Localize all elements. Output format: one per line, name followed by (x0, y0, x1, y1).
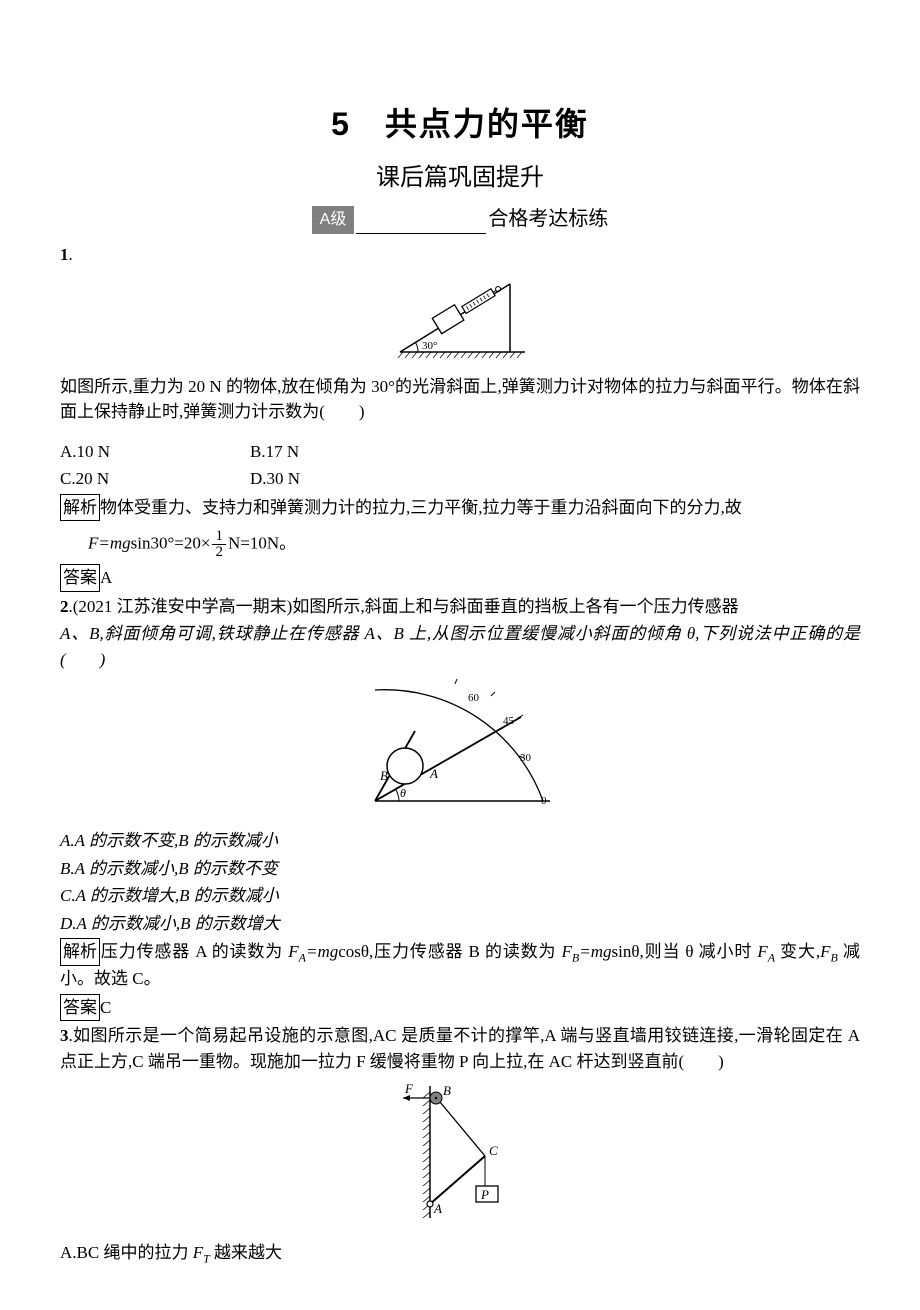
q3-F: F (404, 1081, 414, 1096)
q2-labelB: B (380, 768, 388, 783)
fb2: FB (820, 942, 838, 961)
analysis-label: 解析 (60, 938, 100, 966)
q3-oa: A.BC 绳中的拉力 (60, 1243, 193, 1262)
q2-at-f: 变大, (775, 942, 820, 961)
q1-angle-label: 30° (422, 340, 437, 352)
q2-opt-d: D.A 的示数减小,B 的示数增大 (60, 911, 860, 937)
fb: FB (562, 942, 580, 961)
q1-options-row1: A.10 N B.17 N (60, 439, 860, 465)
q1-opt-b: B.17 N (250, 439, 299, 465)
q2-a0: 0 (541, 795, 547, 807)
ft-sub: T (203, 1252, 210, 1266)
q2-opt-c: C.A 的示数增大,B 的示数减小 (60, 883, 860, 909)
ft: FT (193, 1243, 210, 1262)
q2-at-b: =mg (306, 942, 338, 961)
fraction: 12 (212, 529, 226, 560)
q2-answer: 答案C (60, 994, 860, 1022)
answer-label: 答案 (60, 994, 100, 1022)
q1-opt-c: C.20 N (60, 466, 250, 492)
q2-at-c: cosθ,压力传感器 B 的读数为 (338, 942, 561, 961)
q1-analysis-text: 物体受重力、支持力和弹簧测力计的拉力,三力平衡,拉力等于重力沿斜面向下的分力,故 (100, 498, 742, 517)
q2-opt-a: A.A 的示数不变,B 的示数减小 (60, 828, 860, 854)
answer-label: 答案 (60, 564, 100, 592)
q1-text: 如图所示,重力为 20 N 的物体,放在倾角为 30°的光滑斜面上,弹簧测力计对… (60, 374, 860, 425)
q1-formula: F=mgsin30°=20×12N=10N。 (60, 529, 860, 560)
frac-den: 2 (212, 545, 226, 560)
q3-opt-a: A.BC 绳中的拉力 FT 越来越大 (60, 1240, 860, 1267)
q1-opt-a: A.10 N (60, 439, 250, 465)
fa: FA (288, 942, 306, 961)
q3-B: B (443, 1083, 451, 1098)
q2-text-b: A、B,斜面倾角可调,铁球静止在传感器 A、B 上,从图示位置缓慢减小斜面的倾角… (60, 624, 860, 669)
q1-f-mid: sin30°=20× (131, 533, 211, 552)
q3-oa-end: 越来越大 (210, 1243, 282, 1262)
q3-P: P (480, 1187, 489, 1202)
q1-figure: 30° (60, 272, 860, 370)
q2-analysis: 解析压力传感器 A 的读数为 FA=mgcosθ,压力传感器 B 的读数为 FB… (60, 938, 860, 992)
q2-oa: A.A 的示数不变,B 的示数减小 (60, 831, 278, 850)
q1-answer-val: A (100, 568, 112, 587)
q3-A: A (433, 1201, 442, 1216)
q2-oc: C.A 的示数增大,B 的示数减小 (60, 886, 279, 905)
q2-ob: B.A 的示数减小,B 的示数不变 (60, 859, 278, 878)
q2-line1: 2.(2021 江苏淮安中学高一期末)如图所示,斜面上和与斜面垂直的挡板上各有一… (60, 594, 860, 620)
q2-a60: 60 (468, 692, 480, 704)
q2-num: 2 (60, 597, 69, 616)
level-line (356, 233, 486, 234)
level-row: A级 合格考达标练 (60, 204, 860, 234)
q2-a30: 30 (520, 752, 532, 764)
page-subtitle: 课后篇巩固提升 (60, 160, 860, 196)
q2-line2: A、B,斜面倾角可调,铁球静止在传感器 A、B 上,从图示位置缓慢减小斜面的倾角… (60, 621, 860, 672)
q1-options-row2: C.20 N D.30 N (60, 466, 860, 492)
q2-theta: θ (400, 786, 406, 800)
q1-answer: 答案A (60, 564, 860, 592)
q3-num: 3 (60, 1026, 69, 1045)
q2-labelA: A (429, 766, 438, 781)
q2-at-d: =mg (579, 942, 611, 961)
q2-figure: 0 30 45 60 A B θ (60, 676, 860, 824)
q3-figure: F B A C P (60, 1078, 860, 1236)
q2-opt-b: B.A 的示数减小,B 的示数不变 (60, 856, 860, 882)
q2-answer-val: C (100, 998, 111, 1017)
level-badge: A级 (312, 206, 355, 234)
q3-C: C (489, 1143, 498, 1158)
q2-od: D.A 的示数减小,B 的示数增大 (60, 914, 280, 933)
q1-num: 1 (60, 245, 69, 264)
q2-at-a: 压力传感器 A 的读数为 (100, 942, 288, 961)
q1-f-post: N=10N。 (228, 533, 296, 552)
q3-text: 3.如图所示是一个简易起吊设施的示意图,AC 是质量不计的撑竿,A 端与竖直墙用… (60, 1023, 860, 1074)
q2-source: .(2021 江苏淮安中学高一期末)如图所示,斜面上和与斜面垂直的挡板上各有一个… (69, 597, 739, 616)
q2-at-e: sinθ,则当 θ 减小时 (612, 942, 758, 961)
q1-f-pre: F=mg (88, 533, 131, 552)
q1-number: 1. (60, 242, 860, 268)
q3-body: .如图所示是一个简易起吊设施的示意图,AC 是质量不计的撑竿,A 端与竖直墙用铰… (60, 1026, 860, 1071)
q1-opt-d: D.30 N (250, 466, 300, 492)
analysis-label: 解析 (60, 494, 100, 522)
spacer (60, 427, 860, 437)
level-label: 合格考达标练 (488, 204, 608, 234)
q1-analysis: 解析物体受重力、支持力和弹簧测力计的拉力,三力平衡,拉力等于重力沿斜面向下的分力… (60, 494, 860, 522)
fa2: FA (757, 942, 775, 961)
page-title: 5 共点力的平衡 (60, 100, 860, 148)
frac-num: 1 (212, 529, 226, 545)
q2-a45: 45 (503, 715, 515, 727)
